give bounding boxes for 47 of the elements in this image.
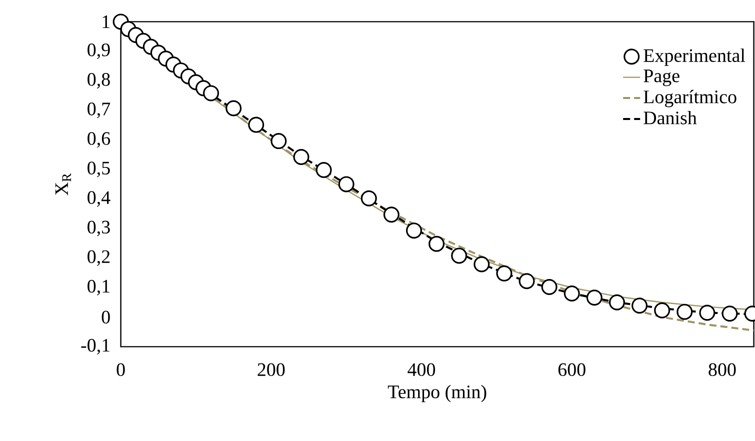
point (293, 149, 310, 166)
point (226, 100, 242, 116)
point (248, 116, 264, 133)
point (541, 279, 558, 296)
y-tick-label: -0,1 (81, 338, 110, 354)
y-tick-label: 0,8 (88, 73, 110, 89)
y-tick-label: 0,4 (88, 191, 110, 207)
y-tick-label: 0,2 (88, 250, 110, 266)
x-tick-label: 400 (408, 363, 436, 376)
point (406, 222, 422, 239)
point (699, 304, 716, 321)
point (518, 273, 535, 290)
y-tick-label: 0,1 (88, 280, 110, 296)
point (474, 256, 490, 272)
y-tick-label: 0 (102, 310, 110, 324)
legend-label: Logarítmico (644, 90, 736, 108)
point (316, 162, 332, 178)
point (564, 286, 580, 302)
legend-label: Page (644, 70, 680, 86)
point (451, 248, 468, 264)
point (632, 298, 648, 314)
point (722, 306, 738, 322)
point (654, 302, 670, 318)
point (360, 190, 377, 206)
y-tick-label: 1 (102, 15, 110, 28)
y-axis-title: X$_{R}$ (55, 173, 71, 196)
y-tick-label: 0,5 (88, 162, 110, 178)
x-tick-label: 200 (258, 363, 285, 376)
y-tick-label: 0,6 (88, 132, 110, 148)
point (270, 133, 287, 150)
point (383, 206, 400, 223)
y-tick-label: 0,7 (88, 102, 110, 118)
legend-label: Experimental (644, 48, 746, 66)
point (428, 236, 445, 252)
x-axis-title: Tempo (min) (388, 384, 486, 402)
point (608, 294, 625, 310)
y-tick-label: 0,9 (88, 43, 110, 60)
point (496, 265, 512, 282)
point (586, 290, 602, 306)
x-tick-label: 600 (558, 363, 586, 376)
legend-label: Danish (644, 110, 697, 124)
x-tick-label: 0 (116, 363, 125, 376)
x-tick-label: 800 (708, 363, 736, 376)
point (676, 304, 693, 320)
point (203, 85, 220, 102)
y-tick-label: 0,3 (88, 220, 110, 236)
point (338, 176, 354, 192)
